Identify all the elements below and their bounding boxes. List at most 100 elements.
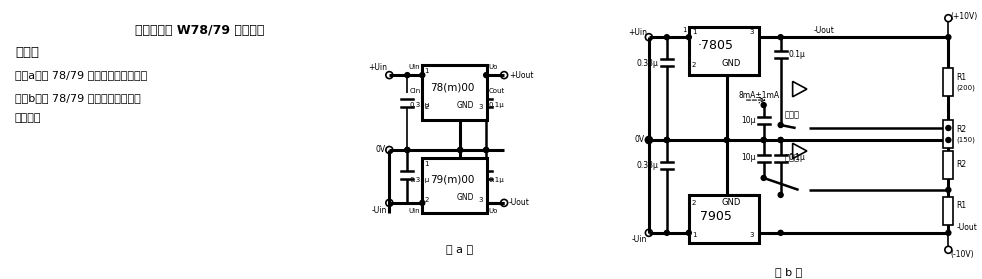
Text: 0.33μ: 0.33μ	[409, 102, 429, 108]
Text: 3: 3	[478, 104, 483, 110]
Text: R2: R2	[956, 160, 966, 169]
Circle shape	[686, 230, 691, 235]
Text: 2: 2	[424, 104, 428, 110]
Text: 图（b）为 78/79 升压式正负电压输: 图（b）为 78/79 升压式正负电压输	[15, 93, 140, 103]
Circle shape	[665, 138, 670, 143]
Circle shape	[665, 35, 670, 40]
Text: 图（a）为 78/79 正负输出电压电路；: 图（a）为 78/79 正负输出电压电路；	[15, 70, 147, 80]
Circle shape	[484, 73, 489, 78]
Text: +Uout: +Uout	[509, 71, 533, 80]
Text: 0.33μ: 0.33μ	[637, 59, 659, 68]
Text: （ b ）: （ b ）	[775, 267, 802, 277]
Text: Uin: Uin	[409, 64, 420, 70]
Text: 0V: 0V	[375, 145, 385, 155]
Text: R1: R1	[956, 201, 966, 210]
Text: 1: 1	[691, 232, 696, 238]
Text: 0.33μ: 0.33μ	[637, 162, 659, 170]
Text: 缓冲器: 缓冲器	[785, 153, 799, 162]
Text: 出电路。: 出电路。	[15, 113, 41, 123]
Circle shape	[778, 122, 784, 128]
Text: 3: 3	[749, 232, 754, 238]
Circle shape	[458, 148, 463, 153]
Circle shape	[761, 103, 766, 108]
Bar	[688, 195, 759, 243]
Text: Uo: Uo	[488, 208, 498, 214]
Text: 1: 1	[424, 161, 429, 167]
Text: -Uin: -Uin	[631, 235, 647, 244]
Text: Cout: Cout	[488, 88, 505, 94]
Circle shape	[419, 200, 425, 205]
Circle shape	[946, 138, 951, 143]
Text: R2: R2	[956, 124, 966, 134]
Circle shape	[405, 148, 409, 153]
Circle shape	[405, 148, 409, 153]
Circle shape	[761, 138, 766, 143]
Circle shape	[946, 187, 951, 193]
Polygon shape	[792, 81, 807, 97]
Text: （ a ）: （ a ）	[446, 245, 472, 255]
Text: R1: R1	[956, 73, 966, 82]
Text: (200): (200)	[956, 85, 975, 91]
Bar	[422, 158, 487, 213]
Text: -Uout: -Uout	[509, 198, 530, 207]
Text: 2: 2	[691, 200, 696, 206]
Text: 0V: 0V	[634, 136, 645, 145]
Circle shape	[725, 138, 730, 143]
Circle shape	[946, 35, 951, 40]
Circle shape	[665, 138, 670, 143]
Text: (-10V): (-10V)	[951, 250, 974, 259]
Text: GND: GND	[721, 59, 740, 68]
Bar	[944, 120, 954, 148]
Text: 7905: 7905	[700, 210, 732, 223]
Circle shape	[778, 193, 784, 198]
Text: 1: 1	[691, 29, 696, 35]
Bar	[944, 68, 954, 96]
Text: ·7805: ·7805	[698, 39, 734, 52]
Bar	[422, 65, 487, 120]
Polygon shape	[792, 143, 807, 159]
Text: 3: 3	[749, 29, 754, 35]
Circle shape	[665, 138, 670, 143]
Text: 3: 3	[478, 197, 483, 203]
Circle shape	[761, 175, 766, 181]
Text: 1: 1	[682, 27, 686, 33]
Text: 用电路: 用电路	[15, 46, 39, 59]
Circle shape	[778, 138, 784, 143]
Text: GND: GND	[457, 193, 474, 202]
Text: 10μ: 10μ	[741, 116, 756, 124]
Text: +Uin: +Uin	[368, 62, 387, 72]
Text: 78(m)00: 78(m)00	[430, 82, 474, 92]
Bar	[944, 151, 954, 179]
Text: Uin: Uin	[409, 208, 420, 214]
Text: 0.33μ: 0.33μ	[409, 177, 429, 183]
Text: 1: 1	[424, 68, 429, 74]
Circle shape	[646, 138, 651, 143]
Text: GND: GND	[457, 100, 474, 110]
Circle shape	[946, 126, 951, 131]
Circle shape	[778, 138, 784, 143]
Text: 10μ: 10μ	[741, 153, 756, 162]
Circle shape	[778, 230, 784, 235]
Circle shape	[484, 148, 489, 153]
Text: 0.1μ: 0.1μ	[789, 153, 805, 162]
Text: +Uin: +Uin	[627, 28, 647, 37]
Circle shape	[946, 230, 951, 235]
Text: 三端稳压器 W78/79 的典型应: 三端稳压器 W78/79 的典型应	[135, 24, 264, 37]
Text: GND: GND	[721, 198, 740, 207]
Text: -Uout: -Uout	[956, 223, 977, 232]
Circle shape	[761, 138, 766, 143]
Circle shape	[725, 138, 730, 143]
Circle shape	[686, 35, 691, 40]
Text: 0.1μ: 0.1μ	[488, 102, 504, 108]
Bar	[944, 197, 954, 225]
Circle shape	[665, 230, 670, 235]
Text: -Uin: -Uin	[372, 206, 387, 215]
Text: Cin: Cin	[409, 88, 420, 94]
Text: 0.1μ: 0.1μ	[488, 177, 504, 183]
Text: (+10V): (+10V)	[951, 12, 978, 21]
Circle shape	[419, 73, 425, 78]
Circle shape	[778, 35, 784, 40]
Text: 2: 2	[424, 197, 428, 203]
Circle shape	[484, 148, 489, 153]
Text: 8mA±1mA: 8mA±1mA	[738, 91, 780, 100]
